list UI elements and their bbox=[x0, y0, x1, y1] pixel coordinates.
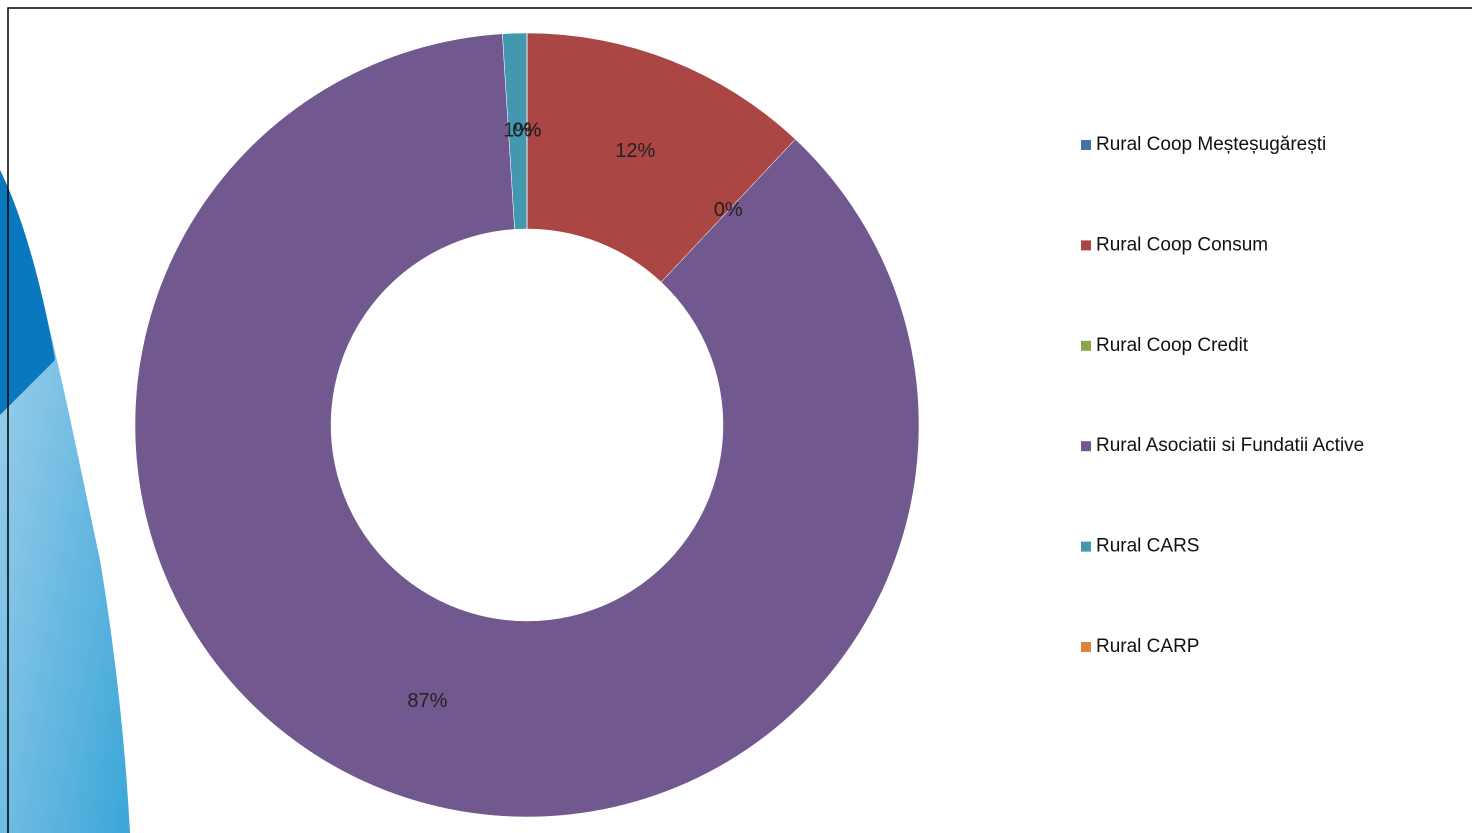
legend-label: Rural CARP bbox=[1096, 636, 1199, 657]
plot-area: 0%12%0%87%1%0%Rural Coop MeșteșugăreștiR… bbox=[134, 32, 1364, 818]
legend-swatch bbox=[1081, 140, 1091, 150]
frame bbox=[7, 7, 1472, 833]
donut-slice bbox=[134, 33, 920, 818]
legend-label: Rural Asociatii si Fundatii Active bbox=[1096, 435, 1364, 456]
legend-swatch bbox=[1081, 541, 1091, 552]
legend-swatch bbox=[1081, 340, 1091, 351]
legend-swatch bbox=[1081, 441, 1091, 452]
data-label: 12% bbox=[615, 140, 655, 162]
data-label: 0% bbox=[513, 119, 542, 141]
data-label: 0% bbox=[714, 199, 743, 221]
legend-label: Rural Coop Credit bbox=[1096, 335, 1249, 356]
data-label: 87% bbox=[407, 690, 447, 712]
data-label: 1% bbox=[503, 119, 532, 141]
legend-label: Rural CARS bbox=[1096, 536, 1199, 557]
legend-swatch bbox=[1081, 642, 1091, 652]
decor-dark bbox=[0, 170, 55, 415]
data-label: 0% bbox=[513, 119, 542, 141]
donut-slice bbox=[526, 32, 796, 283]
legend-swatch bbox=[1081, 240, 1091, 251]
legend-label: Rural Coop Consum bbox=[1096, 234, 1268, 255]
legend-label: Rural Coop Meșteșugărești bbox=[1096, 134, 1326, 155]
